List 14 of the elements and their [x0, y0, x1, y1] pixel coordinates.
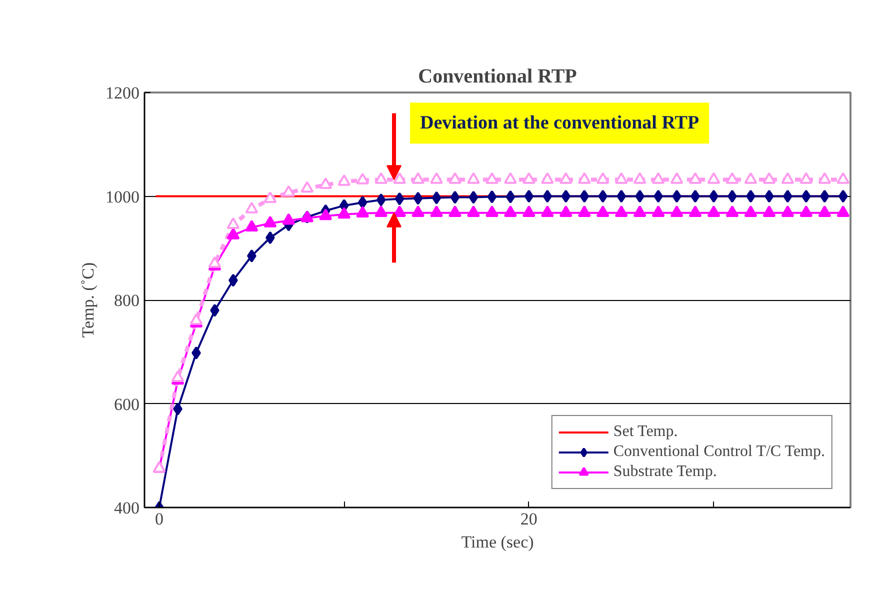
- y-tick-label: 800: [114, 291, 140, 310]
- x-tick-label: 20: [520, 510, 538, 528]
- y-tick-label: 400: [114, 498, 140, 518]
- x-axis-title: Time (sec): [461, 532, 534, 552]
- legend-label: Set Temp.: [613, 423, 678, 441]
- y-tick-label: 1200: [106, 84, 140, 102]
- y-axis-title: Temp. (˚C): [78, 262, 98, 338]
- legend-label: Conventional Control T/C Temp.: [613, 443, 825, 461]
- chart-title: Conventional RTP: [418, 66, 577, 88]
- x-tick-label: 0: [155, 510, 164, 528]
- y-tick-label: 600: [114, 394, 140, 414]
- legend-label: Substrate Temp.: [613, 463, 717, 481]
- y-tick-label: 1000: [106, 187, 140, 206]
- annotation: Deviation at the conventional RTP: [420, 112, 700, 134]
